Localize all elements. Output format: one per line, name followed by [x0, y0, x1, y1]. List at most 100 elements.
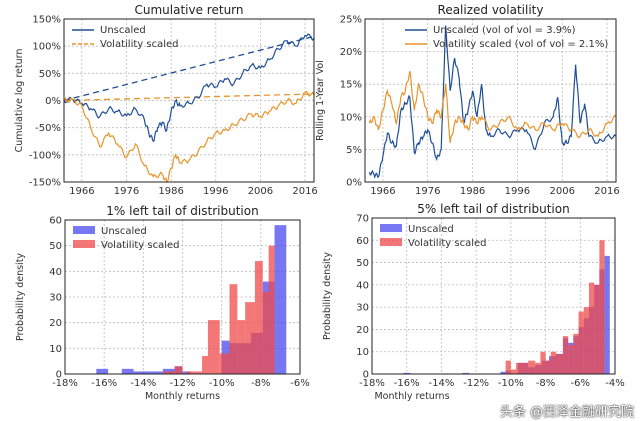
legend-label: Volatility scaled (vol of vol = 2.1%) — [433, 39, 608, 50]
x-tick-label: 2006 — [248, 186, 273, 197]
y-tick-label: 50 — [356, 258, 369, 269]
legend-label: Unscaled — [408, 224, 454, 235]
histogram-bar — [186, 371, 203, 374]
x-tick-label: 1986 — [158, 186, 183, 197]
histogram-bar — [202, 356, 208, 374]
chart-realvol: 1966 1976 1986 1996 2006 2016 0% 5% 10% 15% 20% 25%… — [315, 3, 620, 197]
y-tick-label: 50 — [49, 241, 62, 252]
watermark: 头条 @西泽金融研究院 — [499, 405, 634, 420]
x-tick-label: 1966 — [69, 186, 94, 197]
histogram-bar — [562, 336, 569, 374]
y-tick-label: 0 — [56, 370, 62, 381]
histogram-bar — [96, 368, 109, 374]
trend-line — [63, 93, 315, 102]
x-tick-label: -10% — [498, 378, 524, 389]
histogram-bar — [528, 360, 536, 374]
y-tick-label: 60 — [49, 216, 62, 227]
x-tick-label: -10% — [209, 378, 235, 389]
legend-swatch — [73, 240, 95, 248]
histogram-bar — [403, 372, 411, 374]
histogram-bar — [268, 245, 275, 374]
y-tick-label: 40 — [49, 267, 62, 278]
histogram-bar — [207, 320, 220, 374]
histogram-bar — [274, 225, 287, 374]
series-line-volatility — [368, 71, 617, 143]
x-tick-label: 1966 — [370, 186, 395, 197]
chart-title: 1% left tail of distribution — [106, 204, 258, 218]
x-tick-label: -6% — [571, 378, 590, 389]
x-tick-label: -14% — [429, 378, 455, 389]
x-tick-label: 1986 — [460, 186, 485, 197]
histogram-bar — [121, 368, 134, 374]
legend-label: Unscaled — [100, 25, 146, 36]
histogram-bar — [604, 255, 610, 374]
plot-frame — [64, 219, 301, 375]
legend-label: Volatility scaled — [408, 238, 486, 249]
histogram-bar — [599, 240, 605, 374]
y-tick-label: 50% — [39, 69, 61, 80]
x-tick-label: 2006 — [549, 186, 574, 197]
y-tick-label: 0% — [346, 178, 362, 189]
x-tick-label: -14% — [130, 378, 156, 389]
legend-swatch — [73, 226, 95, 234]
x-tick-label: -12% — [170, 378, 196, 389]
histogram-bar — [162, 371, 175, 374]
y-tick-label: 25% — [340, 15, 362, 26]
y-tick-label: 30 — [356, 303, 369, 314]
histogram-bar — [550, 351, 556, 374]
histogram-bar — [500, 371, 506, 374]
plot-frame — [63, 18, 315, 183]
x-tick-label: -16% — [91, 378, 117, 389]
x-tick-label: -6% — [290, 378, 309, 389]
x-tick-label: -18% — [359, 378, 385, 389]
histogram-bar — [505, 360, 511, 374]
x-axis-label: Monthly returns — [145, 391, 220, 402]
y-tick-label: 0 — [363, 370, 369, 381]
x-tick-label: 2016 — [292, 186, 317, 197]
x-tick-label: 1996 — [203, 186, 228, 197]
histogram-bar — [219, 353, 230, 374]
histogram-bar — [182, 371, 191, 374]
histogram-bar — [229, 284, 238, 374]
y-tick-label: 60 — [356, 236, 369, 247]
y-tick-label: 15% — [340, 80, 362, 91]
histogram-bar — [573, 333, 579, 374]
chart-title: 5% left tail of distribution — [417, 202, 569, 216]
histogram-bar — [245, 302, 255, 374]
y-tick-label: 0% — [45, 96, 61, 107]
y-tick-label: 20 — [356, 325, 369, 336]
series-line-unscaled — [368, 25, 617, 179]
histogram-bar — [462, 372, 470, 374]
histogram-bar — [555, 353, 563, 374]
legend-swatch — [380, 224, 402, 232]
y-axis-label: Cumulative log return — [14, 49, 25, 153]
histogram-bar — [510, 369, 517, 374]
histogram-bar — [545, 360, 551, 374]
histogram-bar — [588, 282, 595, 374]
trend-line — [63, 35, 315, 102]
y-tick-label: -50% — [35, 123, 61, 134]
y-tick-label: 10 — [49, 344, 62, 355]
histogram-bar — [254, 261, 263, 374]
histogram-bar — [133, 371, 150, 374]
y-tick-label: 30 — [49, 293, 62, 304]
chart-tail1: -18% -16% -14% -12% -10% -8% -6% 0 10 20 30 40 50 60 1… — [15, 204, 310, 402]
histogram-bar — [540, 351, 546, 374]
x-tick-label: -8% — [251, 378, 270, 389]
histogram-bar — [568, 345, 574, 374]
y-tick-label: 20% — [340, 47, 362, 58]
x-tick-label: -4% — [605, 378, 624, 389]
x-tick-label: -16% — [394, 378, 420, 389]
histogram-bar — [583, 307, 589, 374]
legend-label: Unscaled (vol of vol = 3.9%) — [433, 25, 576, 36]
y-axis-label: Rolling 1-Year Vol — [315, 60, 326, 141]
legend-swatch — [380, 238, 402, 246]
plot-frame — [371, 217, 616, 375]
y-tick-label: 5% — [346, 145, 362, 156]
series-line-unscaled — [63, 33, 315, 143]
chart-title: Realized volatility — [438, 3, 544, 17]
histogram-bar — [174, 366, 183, 374]
y-tick-label: 40 — [356, 280, 369, 291]
y-tick-label: 10% — [340, 112, 362, 123]
